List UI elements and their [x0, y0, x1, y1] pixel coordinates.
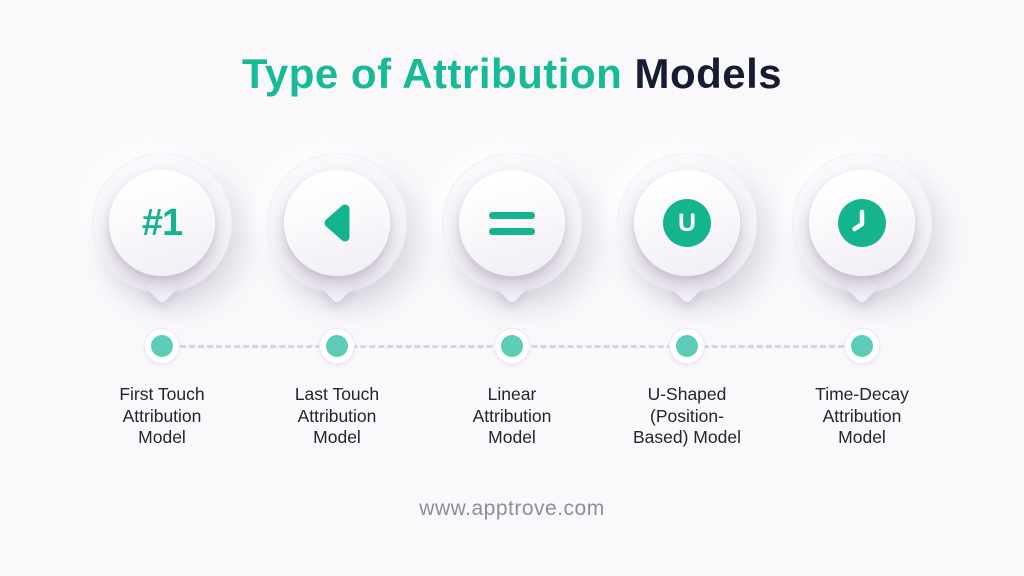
model-bubble	[267, 153, 407, 304]
number-one-icon: #1	[141, 201, 183, 244]
page-title: Type of Attribution Models	[0, 50, 1024, 98]
title-dark-text: Models	[634, 50, 783, 97]
model-bubble	[442, 153, 582, 304]
rewind-triangle-icon	[324, 204, 350, 242]
bubble-face	[809, 170, 915, 276]
bubble-face: U	[634, 170, 740, 276]
bubble-face	[284, 170, 390, 276]
timeline-dot	[670, 329, 704, 363]
model-label: Time-Decay Attribution Model	[815, 384, 909, 447]
model-label: Last Touch Attribution Model	[294, 384, 380, 447]
model-column-u-shaped: U U-Shaped (Position- Based) Model	[607, 153, 767, 449]
model-bubble	[792, 153, 932, 304]
model-column-first-touch: #1 First Touch Attribution Model	[82, 153, 242, 449]
model-column-time-decay: Time-Decay Attribution Model	[782, 153, 942, 449]
timeline-dot	[495, 329, 529, 363]
model-bubble: U	[617, 153, 757, 304]
time-decay-clock-icon	[838, 199, 886, 247]
model-bubble: #1	[92, 153, 232, 304]
timeline-dot	[845, 329, 879, 363]
timeline-dot	[145, 329, 179, 363]
model-label: First Touch Attribution Model	[119, 384, 205, 447]
website-url: www.apptrove.com	[419, 497, 605, 520]
bubble-face: #1	[109, 170, 215, 276]
u-shaped-icon: U	[663, 199, 711, 247]
models-row: #1 First Touch Attribution Model	[82, 153, 942, 449]
bubble-face	[459, 170, 565, 276]
model-column-last-touch: Last Touch Attribution Model	[257, 153, 417, 449]
timeline-dot	[320, 329, 354, 363]
model-label: Linear Attribution Model	[472, 384, 552, 447]
equals-icon	[489, 211, 535, 235]
title-accent-text: Type of Attribution	[241, 50, 623, 97]
model-column-linear: Linear Attribution Model	[432, 153, 592, 449]
model-label: U-Shaped (Position- Based) Model	[633, 384, 741, 447]
